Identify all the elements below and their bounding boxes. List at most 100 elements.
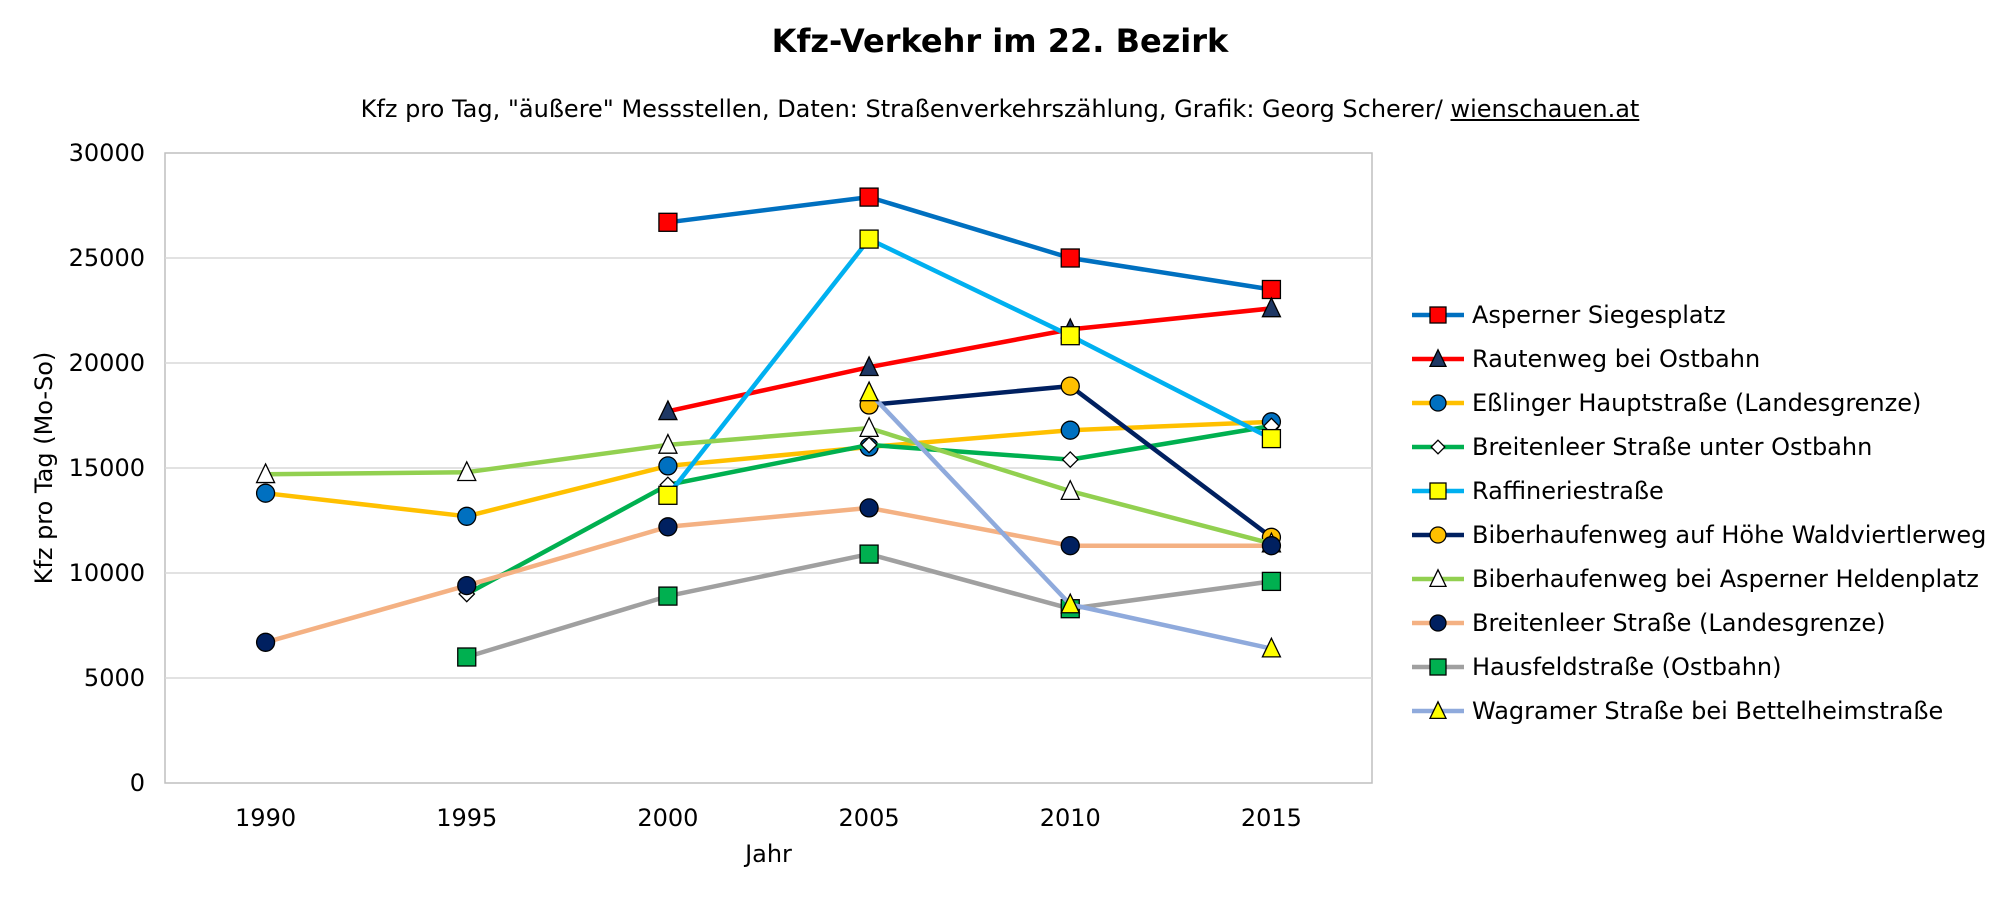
y-tick-label: 5000 xyxy=(84,664,145,692)
legend-item: Eßlinger Hauptstraße (Landesgrenze) xyxy=(1412,389,1921,417)
data-point xyxy=(860,436,878,454)
x-tick-label: 2010 xyxy=(1040,804,1101,832)
data-point xyxy=(658,586,678,606)
data-point xyxy=(859,544,879,564)
data-point xyxy=(457,647,477,667)
legend-label: Eßlinger Hauptstraße (Landesgrenze) xyxy=(1472,389,1921,417)
data-point xyxy=(1061,451,1079,469)
data-point xyxy=(1060,479,1081,501)
y-tick-label: 30000 xyxy=(69,139,145,167)
legend-marker xyxy=(1428,700,1448,720)
data-point xyxy=(255,462,276,484)
y-tick-label: 25000 xyxy=(69,244,145,272)
data-point xyxy=(658,517,678,537)
series-5 xyxy=(658,229,1282,505)
x-tick-label: 1995 xyxy=(436,804,497,832)
series-2 xyxy=(657,296,1282,421)
data-point xyxy=(1261,428,1282,449)
x-tick-label: 2005 xyxy=(839,804,900,832)
chart-subtitle-text: Kfz pro Tag, "äußere" Messstellen, Daten… xyxy=(360,95,1451,123)
data-point xyxy=(1060,326,1080,346)
legend-item: Asperner Siegesplatz xyxy=(1412,301,1726,329)
x-tick-label: 2000 xyxy=(637,804,698,832)
series-line xyxy=(263,505,1274,645)
legend-label: Hausfeldstraße (Ostbahn) xyxy=(1472,653,1781,681)
legend-label: Breitenleer Straße (Landesgrenze) xyxy=(1472,609,1885,637)
data-point xyxy=(657,433,678,454)
data-point xyxy=(456,460,477,482)
data-point xyxy=(1060,248,1080,268)
y-tick-label: 10000 xyxy=(69,559,145,587)
series-line xyxy=(464,551,1274,660)
legend-marker xyxy=(1429,394,1447,412)
data-point xyxy=(658,485,678,505)
y-axis-title: Kfz pro Tag (Mo-So) xyxy=(30,352,58,585)
data-point xyxy=(658,456,678,476)
x-tick-label: 2015 xyxy=(1241,804,1302,832)
legend-item: Biberhaufenweg auf Höhe Waldviertlerweg xyxy=(1412,521,1986,549)
series-line xyxy=(263,425,1274,546)
legend-label: Biberhaufenweg bei Asperner Heldenplatz xyxy=(1472,565,1979,593)
legend-item: Raffineriestraße xyxy=(1412,477,1664,505)
legend-marker xyxy=(1428,348,1448,368)
data-point xyxy=(1261,571,1282,592)
series-line xyxy=(665,194,1274,292)
data-point xyxy=(1261,279,1282,300)
chart-title: Kfz-Verkehr im 22. Bezirk xyxy=(771,22,1229,60)
data-point xyxy=(457,575,477,596)
legend-marker xyxy=(1430,439,1446,455)
legend-label: Wagramer Straße bei Bettelheimstraße xyxy=(1472,697,1943,725)
x-axis-title: Jahr xyxy=(743,840,792,868)
legend-item: Breitenleer Straße (Landesgrenze) xyxy=(1412,609,1885,637)
data-point xyxy=(1261,296,1282,318)
data-point xyxy=(457,506,477,526)
data-point xyxy=(1060,592,1081,614)
data-point xyxy=(859,498,879,518)
legend-item: Breitenleer Straße unter Ostbahn xyxy=(1412,433,1872,461)
x-tick-label: 1990 xyxy=(235,804,296,832)
series-1 xyxy=(658,187,1282,300)
chart-subtitle: Kfz pro Tag, "äußere" Messstellen, Daten… xyxy=(0,95,2000,123)
legend: Asperner Siegesplatz Rautenweg bei Ostbah… xyxy=(1412,301,1986,725)
legend-marker xyxy=(1429,614,1447,632)
y-tick-label: 15000 xyxy=(69,454,145,482)
data-point xyxy=(657,399,678,421)
data-point xyxy=(859,355,880,377)
y-tick-label: 0 xyxy=(130,769,145,797)
series-line xyxy=(665,236,1274,498)
y-tick-label: 20000 xyxy=(69,349,145,377)
series-line xyxy=(263,419,1274,519)
legend-item: Biberhaufenweg bei Asperner Heldenplatz xyxy=(1412,565,1979,593)
data-point xyxy=(255,632,276,652)
chart-subtitle-link[interactable]: wienschauen.at xyxy=(1450,95,1640,123)
data-point xyxy=(1060,536,1080,556)
series-9 xyxy=(457,544,1282,667)
legend-marker xyxy=(1429,482,1447,500)
legend-item: Hausfeldstraße (Ostbahn) xyxy=(1412,653,1781,681)
series-line xyxy=(665,306,1274,414)
data-point xyxy=(859,380,880,402)
data-point xyxy=(658,212,678,232)
legend-marker xyxy=(1429,306,1447,324)
legend-marker xyxy=(1429,526,1447,544)
data-point xyxy=(859,229,879,249)
legend-label: Breitenleer Straße unter Ostbahn xyxy=(1472,433,1872,461)
series-3 xyxy=(255,412,1282,526)
data-point xyxy=(859,416,880,438)
data-point xyxy=(1060,420,1080,440)
data-point xyxy=(1261,636,1282,658)
series-8 xyxy=(255,498,1282,652)
series-10 xyxy=(859,380,1282,658)
legend-label: Rautenweg bei Ostbahn xyxy=(1472,345,1760,373)
legend-label: Asperner Siegesplatz xyxy=(1472,301,1726,329)
legend-marker xyxy=(1428,568,1448,588)
legend-label: Biberhaufenweg auf Höhe Waldviertlerweg xyxy=(1472,521,1986,549)
data-point xyxy=(859,187,879,207)
data-point xyxy=(255,483,276,503)
legend-marker xyxy=(1429,658,1447,676)
data-point xyxy=(1060,376,1080,396)
data-point xyxy=(1261,536,1282,556)
legend-item: Rautenweg bei Ostbahn xyxy=(1412,345,1760,373)
